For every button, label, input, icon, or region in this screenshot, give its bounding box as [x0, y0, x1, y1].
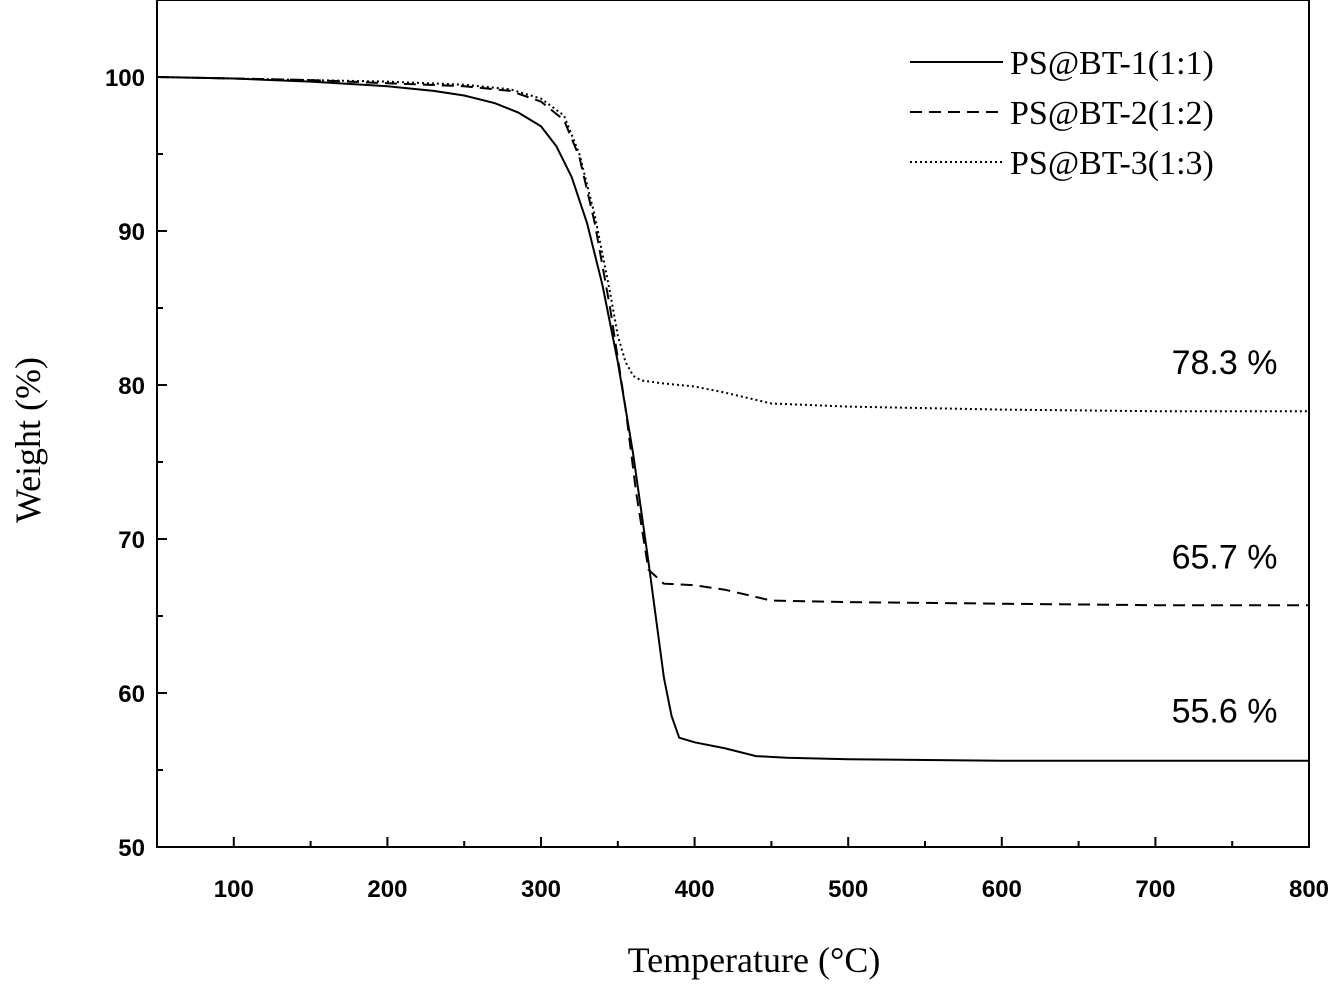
legend-label-1: PS@BT-1(1:1): [1010, 45, 1214, 82]
legend: PS@BT-1(1:1) PS@BT-2(1:2) PS@BT-3(1:3): [910, 45, 1214, 182]
x-tick-label: 300: [521, 876, 561, 903]
series-line-3: [156, 76, 1309, 413]
series-line-2: [156, 76, 1309, 607]
axis-ticks: 100 200 300 400 500 600 700 800 50 60 70 80 90 100: [105, 65, 1329, 903]
y-tick-label: 50: [118, 835, 145, 862]
residue-label-2: 65.7 %: [1172, 538, 1278, 576]
y-tick-label: 90: [118, 219, 145, 246]
x-tick-label: 800: [1289, 876, 1329, 903]
y-tick-label: 60: [118, 681, 145, 708]
residue-label-1: 78.3 %: [1172, 344, 1278, 382]
y-tick-label: 80: [118, 373, 145, 400]
x-tick-label: 500: [828, 876, 868, 903]
x-tick-label: 100: [214, 876, 254, 903]
series-line-1: [156, 76, 1309, 762]
x-tick-label: 700: [1135, 876, 1175, 903]
legend-label-3: PS@BT-3(1:3): [1010, 145, 1214, 182]
x-tick-label: 200: [367, 876, 407, 903]
x-tick-label: 400: [675, 876, 715, 903]
residue-label-3: 55.6 %: [1172, 692, 1278, 730]
plot-frame: [156, 0, 1310, 848]
y-tick-label: 100: [105, 65, 145, 92]
x-tick-label: 600: [982, 876, 1022, 903]
legend-label-2: PS@BT-2(1:2): [1010, 95, 1214, 132]
series-lines: [156, 76, 1309, 762]
x-axis-title: Temperature (°C): [628, 940, 881, 980]
annotations: 78.3 % 65.7 % 55.6 %: [1172, 344, 1278, 730]
y-tick-label: 70: [118, 527, 145, 554]
y-axis-title: Weight (%): [8, 357, 48, 523]
